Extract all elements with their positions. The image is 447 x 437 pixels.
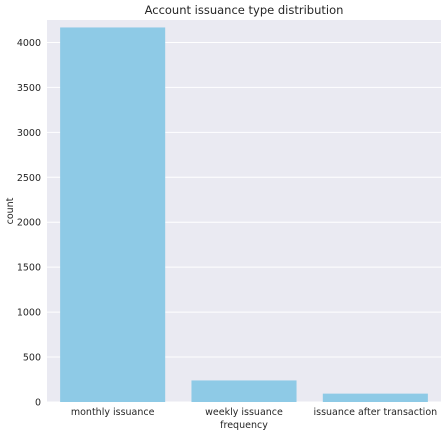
y-axis-label: count	[5, 197, 16, 224]
y-tick-label: 1500	[17, 263, 41, 274]
bar-weekly-issuance	[191, 380, 297, 402]
y-tick-labels: 0 500 1000 1500 2000 2500 3000 3500 4000	[17, 38, 41, 409]
y-tick-label: 3500	[17, 83, 41, 94]
y-tick-label: 2500	[17, 173, 41, 184]
bar-issuance-after-transaction	[322, 393, 428, 402]
y-tick-label: 0	[35, 398, 41, 409]
x-tick-label: monthly issuance	[71, 407, 155, 418]
x-tick-labels: monthly issuance weekly issuance issuance …	[71, 407, 437, 418]
y-tick-label: 4000	[17, 38, 41, 49]
x-axis-label: frequency	[220, 420, 268, 431]
chart-title: Account issuance type distribution	[145, 3, 344, 17]
y-tick-label: 1000	[17, 308, 41, 319]
y-tick-label: 3000	[17, 128, 41, 139]
x-tick-label: issuance after transaction	[314, 407, 438, 418]
y-tick-label: 500	[23, 353, 41, 364]
bars	[60, 27, 428, 402]
bar-monthly-issuance	[60, 27, 166, 402]
x-tick-label: weekly issuance	[205, 407, 283, 418]
y-tick-label: 2000	[17, 218, 41, 229]
